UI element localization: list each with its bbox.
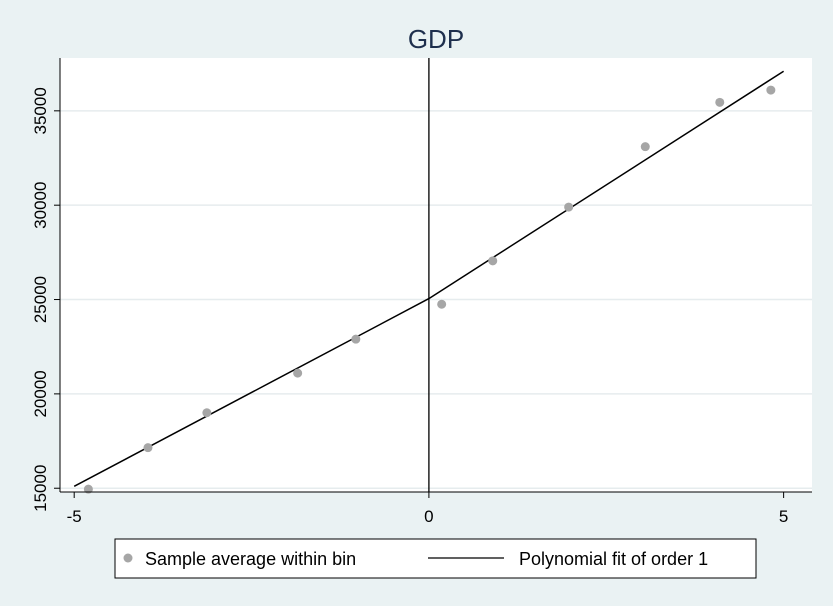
x-tick-label: 5 <box>779 507 788 526</box>
x-tick-label: 0 <box>424 507 433 526</box>
scatter-point <box>293 368 303 378</box>
y-tick-label: 30000 <box>31 182 50 229</box>
legend: Sample average within bin Polynomial fit… <box>114 538 757 579</box>
scatter-point <box>488 256 498 266</box>
fit-line-group <box>73 70 785 488</box>
fit-line-segment-left <box>73 297 430 488</box>
scatter-point <box>766 85 776 95</box>
scatter-point <box>143 443 153 453</box>
scatter-points <box>83 85 776 494</box>
x-tick-label: -5 <box>67 507 82 526</box>
scatter-point <box>351 334 361 344</box>
plot-area <box>60 58 812 492</box>
scatter-point <box>640 142 650 152</box>
chart-title: GDP <box>408 24 464 54</box>
x-axis-ticks: -5 0 5 <box>67 492 788 526</box>
scatter-point <box>564 202 574 212</box>
y-tick-label: 20000 <box>31 370 50 417</box>
scatter-point <box>83 484 93 494</box>
legend-label-fit: Polynomial fit of order 1 <box>519 549 708 569</box>
scatter-point <box>715 97 725 107</box>
y-tick-label: 15000 <box>31 465 50 512</box>
grid <box>60 110 812 489</box>
y-axis-ticks: 15000 20000 25000 30000 35000 <box>31 87 60 512</box>
legend-label-scatter: Sample average within bin <box>145 549 356 569</box>
scatter-point <box>437 299 447 309</box>
y-tick-label: 25000 <box>31 276 50 323</box>
legend-marker-scatter <box>123 553 133 563</box>
scatter-point <box>202 408 212 418</box>
y-tick-label: 35000 <box>31 87 50 134</box>
fit-line-segment-right <box>428 70 785 300</box>
